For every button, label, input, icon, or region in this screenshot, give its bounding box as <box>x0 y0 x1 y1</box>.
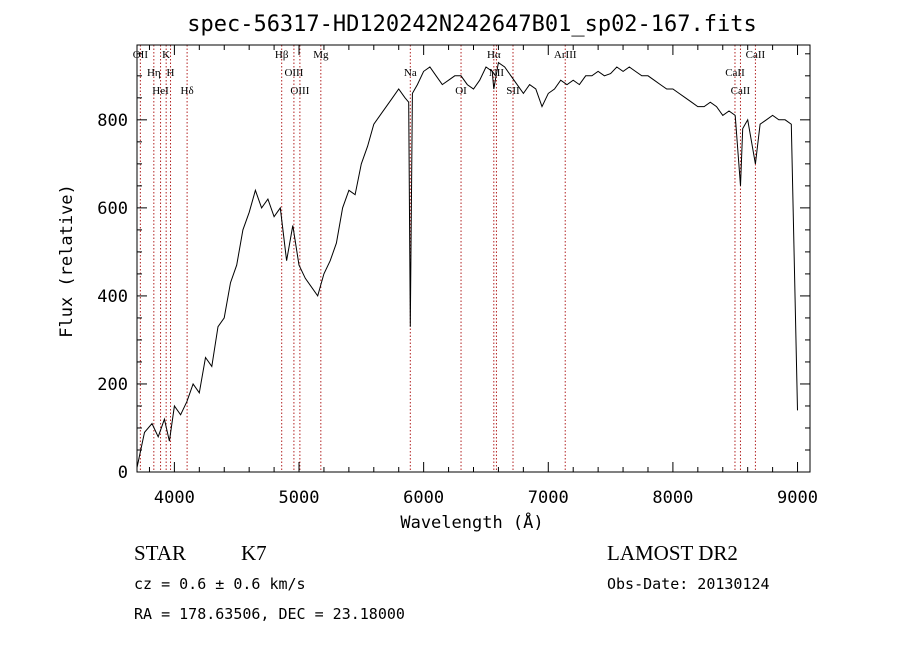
spectral-line-label: Mg <box>313 49 329 61</box>
x-axis: 4000 5000 6000 7000 8000 9000 <box>148 45 818 508</box>
x-tick-label: 7000 <box>528 488 569 508</box>
redshift-info: cz = 0.6 ± 0.6 km/s <box>134 575 306 593</box>
spectral-line-label: OIII <box>290 85 309 97</box>
coordinates: RA = 178.63506, DEC = 23.18000 <box>134 605 405 623</box>
y-axis: 0 200 400 600 800 <box>97 53 810 483</box>
spectral-line-labels: OIIHηHeIKHHδHβOIIIOIIIMgNaOIHαNIISIIArII… <box>133 49 766 97</box>
y-tick-label: 0 <box>118 463 128 483</box>
spectral-line-label: K <box>162 49 170 61</box>
x-axis-label: Wavelength (Å) <box>400 511 543 533</box>
spectral-line-label: Hβ <box>275 49 289 61</box>
y-axis-label: Flux (relative) <box>57 184 77 338</box>
spectral-line-label: CaII <box>746 49 766 61</box>
spectrum-line <box>136 61 798 468</box>
spectral-line-label: Hα <box>487 49 501 61</box>
x-tick-label: 8000 <box>652 488 693 508</box>
spectral-line-label: ArIII <box>554 49 577 61</box>
x-tick-label: 4000 <box>154 488 195 508</box>
spectral-line-label: H <box>167 67 175 79</box>
spectral-line-label: Hη <box>147 67 161 79</box>
spectral-line-label: SII <box>506 85 520 97</box>
spectral-line-label: CaII <box>725 67 745 79</box>
spectral-line-label: CaII <box>731 85 751 97</box>
survey-name: LAMOST DR2 <box>607 541 738 565</box>
obs-date: Obs-Date: 20130124 <box>607 575 770 593</box>
y-tick-label: 400 <box>97 287 128 307</box>
x-tick-label: 6000 <box>403 488 444 508</box>
spectral-line-label: OI <box>455 85 467 97</box>
spectral-line-label: HeI <box>152 85 169 97</box>
spectral-line-label: Hδ <box>181 85 194 97</box>
y-tick-label: 800 <box>97 111 128 131</box>
chart-title: spec-56317-HD120242N242647B01_sp02-167.f… <box>187 12 757 37</box>
object-subclass: K7 <box>241 541 267 565</box>
x-tick-label: 5000 <box>279 488 320 508</box>
spectral-line-label: OIII <box>284 67 303 79</box>
object-class: STAR <box>134 541 186 565</box>
spectral-line-label: OII <box>133 49 149 61</box>
y-tick-label: 200 <box>97 375 128 395</box>
x-tick-label: 9000 <box>777 488 818 508</box>
y-tick-label: 600 <box>97 199 128 219</box>
spectral-line-label: Na <box>404 67 417 79</box>
